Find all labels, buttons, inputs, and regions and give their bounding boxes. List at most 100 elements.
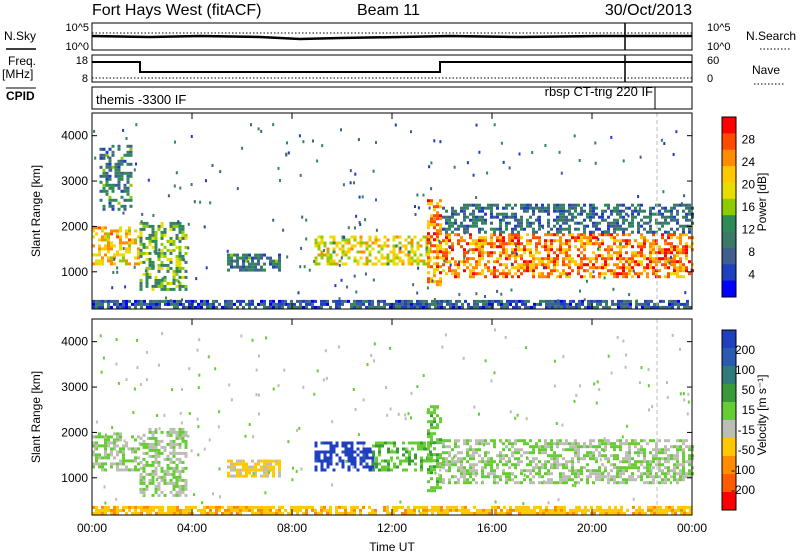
heatmap-cell [481, 227, 484, 231]
heatmap-cell [430, 161, 433, 165]
heatmap-cell [378, 462, 381, 466]
heatmap-cell [263, 459, 266, 463]
heatmap-cell [535, 445, 538, 449]
heatmap-cell [550, 481, 553, 485]
heatmap-cell [344, 441, 348, 445]
heatmap-cell [178, 460, 182, 464]
heatmap-cell [430, 214, 433, 218]
heatmap-cell [658, 203, 661, 207]
heatmap-cell [664, 275, 667, 279]
heatmap-cell [667, 472, 670, 476]
heatmap-cell [157, 448, 161, 452]
heatmap-cell [350, 505, 353, 509]
heatmap-cell [212, 302, 215, 306]
heatmap-cell [613, 263, 616, 267]
heatmap-cell [134, 256, 137, 260]
heatmap-cell [473, 305, 476, 309]
heatmap-cell [640, 366, 643, 370]
heatmap-cell [454, 481, 457, 485]
nsearch-tick-low: 10^0 [707, 41, 731, 53]
heatmap-cell [430, 423, 433, 427]
heatmap-cell [166, 472, 170, 476]
heatmap-cell [673, 218, 676, 222]
heatmap-cell [637, 263, 640, 267]
heatmap-cell [619, 466, 622, 470]
heatmap-cell [129, 198, 133, 202]
heatmap-cell [649, 227, 652, 231]
date-label: 30/Oct/2013 [605, 2, 692, 19]
heatmap-cell [676, 236, 679, 240]
heatmap-cell [314, 259, 318, 263]
station-title: Fort Hays West (fitACF) [92, 2, 262, 19]
heatmap-cell [607, 251, 610, 255]
heatmap-cell [125, 305, 128, 309]
heatmap-cell [484, 475, 487, 479]
heatmap-cell [622, 257, 625, 261]
heatmap-cell [652, 475, 655, 479]
heatmap-cell [628, 463, 631, 467]
heatmap-cell [544, 239, 547, 243]
heatmap-cell [598, 242, 601, 246]
heatmap-cell [626, 508, 629, 512]
heatmap-cell [116, 505, 119, 509]
heatmap-cell [353, 256, 357, 260]
heatmap-cell [502, 442, 505, 446]
heatmap-cell [104, 438, 107, 442]
heatmap-cell [175, 272, 179, 276]
heatmap-cell [487, 242, 490, 246]
heatmap-cell [674, 302, 677, 306]
heatmap-cell [478, 239, 481, 243]
heatmap-cell [247, 260, 250, 264]
heatmap-cell [139, 230, 143, 234]
heatmap-cell [445, 260, 448, 264]
heatmap-cell [557, 511, 560, 515]
heatmap-cell [314, 459, 318, 463]
heatmap-cell [578, 305, 581, 309]
heatmap-cell [142, 457, 146, 461]
heatmap-cell [176, 505, 179, 509]
heatmap-cell [562, 481, 565, 485]
heatmap-cell [454, 454, 457, 458]
heatmap-cell [187, 434, 190, 438]
heatmap-cell [129, 153, 133, 157]
heatmap-cell [499, 212, 502, 216]
heatmap-cell [463, 466, 466, 470]
heatmap-cell [607, 269, 610, 273]
heatmap-cell [263, 262, 266, 266]
heatmap-cell [670, 475, 673, 479]
heatmap-cell [92, 299, 95, 303]
heatmap-cell [184, 481, 188, 485]
heatmap-cell [131, 468, 134, 472]
heatmap-cell [104, 441, 107, 445]
heatmap-cell [169, 248, 173, 252]
heatmap-cell [98, 247, 101, 251]
heatmap-cell [610, 442, 613, 446]
heatmap-cell [248, 471, 251, 475]
heatmap-cell [125, 229, 128, 233]
heatmap-cell [592, 212, 595, 216]
heatmap-cell [670, 218, 673, 222]
heatmap-cell [511, 227, 514, 231]
heatmap-cell [517, 457, 520, 461]
heatmap-cell [637, 475, 640, 479]
heatmap-cell [445, 257, 448, 261]
heatmap-cell [625, 239, 628, 243]
heatmap-cell [461, 511, 464, 515]
heatmap-cell [314, 241, 318, 245]
heatmap-cell [538, 445, 541, 449]
heatmap-cell [392, 302, 395, 306]
heatmap-cell [659, 305, 662, 309]
heatmap-cell [553, 257, 556, 261]
heatmap-cell [664, 472, 667, 476]
heatmap-cell [631, 439, 634, 443]
heatmap-cell [263, 508, 266, 512]
heatmap-cell [685, 245, 688, 249]
heatmap-cell [402, 453, 405, 457]
heatmap-cell [680, 505, 683, 509]
heatmap-cell [431, 299, 434, 303]
heatmap-cell [113, 302, 116, 306]
heatmap-cell [526, 206, 529, 210]
heatmap-cell [475, 469, 478, 473]
heatmap-cell [602, 299, 605, 303]
heatmap-cell [688, 272, 691, 276]
